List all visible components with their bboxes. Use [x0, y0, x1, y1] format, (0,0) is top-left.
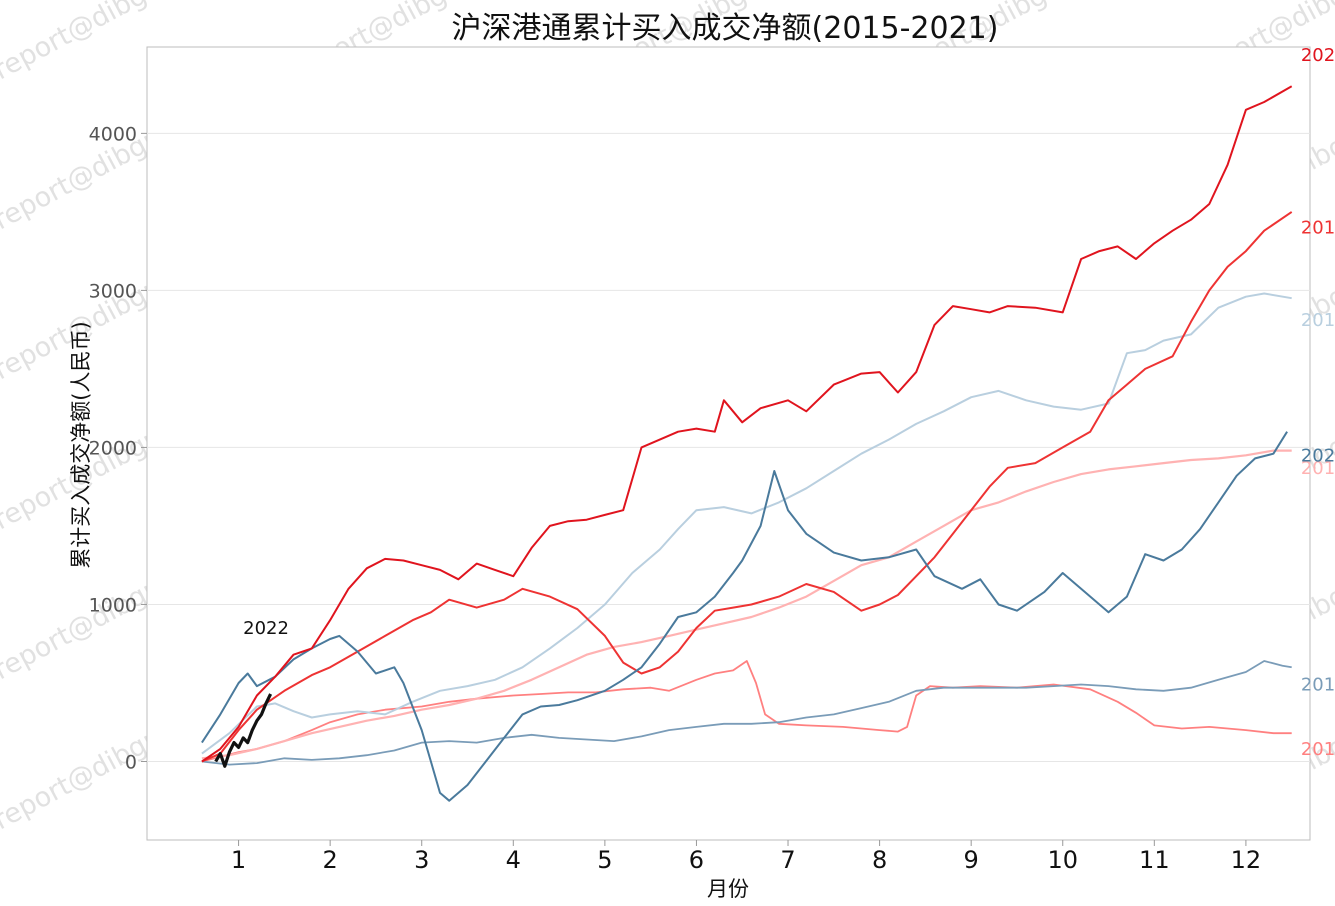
x-tick-label: 11: [1139, 846, 1170, 874]
series-label-2021: 2021: [1301, 45, 1335, 66]
y-axis-label: 累计买入成交净额(人民币): [69, 321, 93, 568]
y-tick-label: 4000: [89, 123, 137, 145]
series-lines: [201, 85, 1293, 802]
chart-title: 沪深港通累计买入成交净额(2015-2021): [452, 11, 999, 46]
series-label-2015: 2015: [1301, 739, 1335, 760]
series-line-2021: [201, 85, 1293, 763]
y-tick-label: 3000: [89, 280, 137, 302]
x-tick-label: 4: [506, 846, 521, 874]
x-tick-label: 7: [780, 846, 795, 874]
x-axis-label: 月份: [707, 877, 749, 901]
series-label-2019: 2019: [1301, 218, 1335, 239]
y-tick-label: 0: [125, 751, 137, 773]
series-label-2020: 2020: [1301, 445, 1335, 466]
x-tick-label: 2: [323, 846, 338, 874]
series-line-2017: [201, 449, 1292, 760]
series-label-2018: 2018: [1301, 310, 1335, 331]
y-tick-labels: 0 1000 2000 3000 4000: [89, 123, 147, 773]
series-labels: 2015 2016 2017 2018 2019 2020 2021 2022: [243, 45, 1335, 760]
series-line-2022: [214, 693, 273, 768]
x-tick-label: 9: [964, 846, 979, 874]
series-line-2016: [201, 660, 1292, 766]
x-tick-labels: 1 2 3 4 5 6 7 8 9 10 11 12: [231, 840, 1261, 874]
series-label-2016: 2016: [1301, 675, 1335, 696]
y-tick-label: 2000: [89, 437, 137, 459]
x-tick-label: 5: [597, 846, 612, 874]
x-tick-label: 8: [872, 846, 887, 874]
series-label-2022: 2022: [243, 618, 289, 639]
x-tick-label: 6: [689, 846, 704, 874]
x-tick-label: 10: [1047, 846, 1078, 874]
x-tick-label: 1: [231, 846, 246, 874]
series-line-2018: [201, 292, 1292, 755]
series-line-2020: [201, 431, 1288, 802]
x-tick-label: 12: [1231, 846, 1262, 874]
series-label-2017: 2017: [1301, 458, 1335, 479]
plot-area: [146, 46, 1311, 841]
y-tick-label: 1000: [89, 594, 137, 616]
series-line-2019: [201, 211, 1293, 763]
x-tick-label: 3: [414, 846, 429, 874]
